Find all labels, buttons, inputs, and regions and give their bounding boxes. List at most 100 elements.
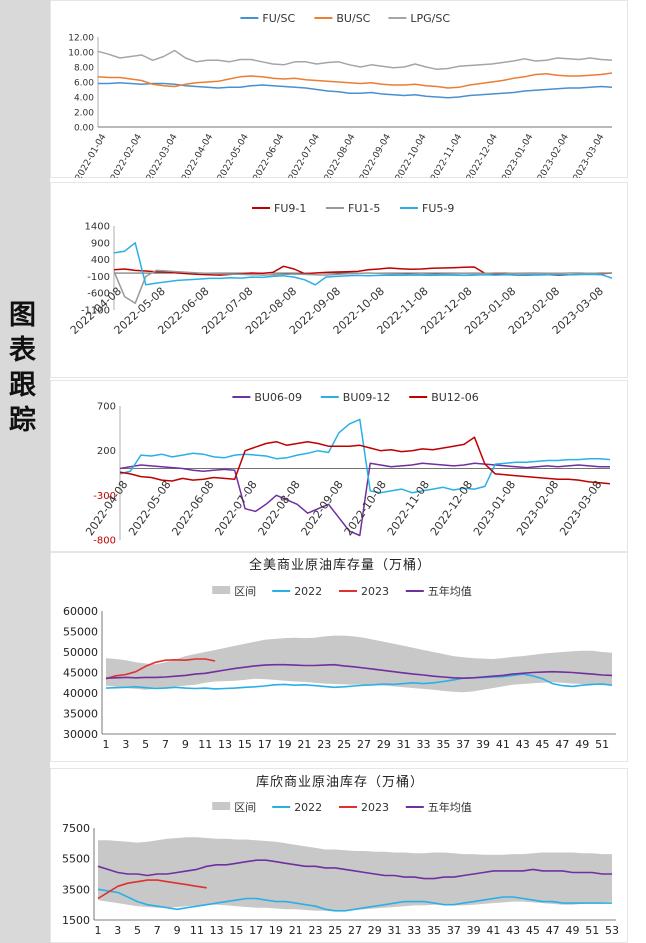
ratio-chart: FU/SC BU/SC LPG/SC 0.00 2.00 4.00 6.00 8.00 10.0… bbox=[50, 0, 628, 178]
series-line-fu-sc bbox=[98, 82, 613, 99]
x-tick-label: 2022-03-04 bbox=[145, 132, 180, 178]
x-tick-label: 21 bbox=[289, 924, 303, 937]
y-tick-label: 4.00 bbox=[74, 94, 94, 104]
x-tick-label: 2022-07-04 bbox=[287, 132, 322, 178]
cushing-crude-chart: 库欣商业原油库存（万桶）区间 2022 2023 五年均值15003500550075… bbox=[50, 768, 628, 943]
x-tick-label: 2022-12-08 bbox=[428, 478, 475, 538]
x-tick-label: 53 bbox=[605, 924, 619, 937]
x-tick-label: 25 bbox=[328, 924, 342, 937]
x-tick-label: 3 bbox=[114, 924, 121, 937]
x-tick-label: 2022-05-04 bbox=[216, 132, 251, 178]
x-tick-label: 2022-09-08 bbox=[299, 478, 346, 538]
x-tick-label: 39 bbox=[467, 924, 481, 937]
x-tick-label: 47 bbox=[555, 738, 569, 751]
x-tick-label: 43 bbox=[516, 738, 530, 751]
x-tick-label: 13 bbox=[210, 924, 224, 937]
x-tick-label: 25 bbox=[337, 738, 351, 751]
x-tick-label: 2022-08-08 bbox=[255, 478, 302, 538]
x-tick-label: 37 bbox=[447, 924, 461, 937]
x-tick-label: 2023-01-08 bbox=[471, 478, 518, 538]
x-tick-label: 51 bbox=[585, 924, 599, 937]
y-tick-label: 30000 bbox=[63, 728, 98, 741]
x-tick-label: 3 bbox=[122, 738, 129, 751]
y-tick-label: 900 bbox=[91, 238, 110, 249]
x-tick-label: 2022-04-04 bbox=[180, 132, 215, 178]
legend-label: BU06-09 bbox=[254, 391, 302, 404]
y-tick-label: -1100 bbox=[81, 306, 110, 317]
legend-label: FU/SC bbox=[262, 12, 295, 25]
y-tick-label: 0.00 bbox=[74, 124, 94, 134]
series-line bbox=[105, 673, 613, 690]
x-tick-label: 35 bbox=[427, 924, 441, 937]
series-line bbox=[97, 859, 612, 880]
x-tick-label: 45 bbox=[526, 924, 540, 937]
x-tick-label: 13 bbox=[218, 738, 232, 751]
x-tick-label: 37 bbox=[456, 738, 470, 751]
y-tick-label: 10.00 bbox=[68, 49, 94, 59]
series-line-fu5-9 bbox=[113, 242, 613, 286]
x-tick-label: 29 bbox=[377, 738, 391, 751]
x-tick-label: 49 bbox=[565, 924, 579, 937]
sidebar-label: 图表跟踪 bbox=[4, 300, 35, 440]
us-crude-chart: 全美商业原油库存量（万桶） 区间 2022 2023 五年均值 30000 35000 400… bbox=[50, 552, 628, 762]
x-tick-label: 2022-05-08 bbox=[126, 478, 173, 538]
series-line bbox=[105, 658, 216, 680]
legend-label: FU1-5 bbox=[348, 202, 380, 215]
series-line-bu09-12 bbox=[119, 418, 611, 494]
x-tick-label: 49 bbox=[575, 738, 589, 751]
x-tick-label: 31 bbox=[388, 924, 402, 937]
y-tick-label: 55000 bbox=[63, 626, 98, 639]
x-tick-label: 29 bbox=[368, 924, 382, 937]
y-tick-label: 6.00 bbox=[74, 79, 94, 89]
chart-frame bbox=[50, 0, 628, 178]
series-line-lpg-sc bbox=[97, 49, 613, 71]
x-tick-label: 27 bbox=[348, 924, 362, 937]
x-tick-label: 7 bbox=[162, 738, 169, 751]
x-tick-label: 27 bbox=[357, 738, 371, 751]
series-line-bu-sc bbox=[97, 72, 613, 89]
legend-label: 区间 bbox=[234, 801, 256, 814]
legend-label: 区间 bbox=[234, 585, 256, 598]
legend-label: BU12-06 bbox=[431, 391, 479, 404]
x-tick-label: 2022-11-08 bbox=[385, 478, 432, 538]
series-line-fu1-5 bbox=[113, 269, 612, 305]
x-tick-label: 39 bbox=[476, 738, 490, 751]
x-tick-label: 2023-01-04 bbox=[501, 132, 536, 178]
x-tick-label: 17 bbox=[258, 738, 272, 751]
x-tick-label: 41 bbox=[486, 924, 500, 937]
x-tick-label: 5 bbox=[134, 924, 141, 937]
y-tick-label: 5500 bbox=[62, 853, 90, 866]
legend-label: 2023 bbox=[361, 585, 389, 598]
x-tick-label: 5 bbox=[142, 738, 149, 751]
y-tick-label: 7500 bbox=[62, 822, 90, 835]
x-tick-label: 21 bbox=[297, 738, 311, 751]
x-tick-label: 33 bbox=[416, 738, 430, 751]
x-tick-label: 2022-07-08 bbox=[212, 478, 259, 538]
y-tick-label: 12.00 bbox=[68, 34, 94, 44]
chart-frame bbox=[50, 380, 628, 552]
y-tick-label: 2.00 bbox=[74, 109, 94, 119]
y-tick-label: 8.00 bbox=[74, 64, 94, 74]
x-tick-label: 2022-01-04 bbox=[74, 132, 109, 178]
fu-spread-chart: FU9-1 FU1-5 FU5-9-1100-600-100400900140020… bbox=[50, 182, 628, 378]
chart-title: 库欣商业原油库存（万桶） bbox=[256, 774, 424, 790]
x-tick-label: 2022-06-08 bbox=[169, 478, 216, 538]
y-tick-label: -100 bbox=[87, 272, 110, 283]
series-line bbox=[105, 663, 613, 679]
chart-title: 全美商业原油库存量（万桶） bbox=[249, 557, 431, 573]
x-tick-label: 2022-10-08 bbox=[342, 478, 389, 538]
y-tick-label: -300 bbox=[93, 491, 116, 502]
x-tick-label: 19 bbox=[278, 738, 292, 751]
legend-label: 2022 bbox=[294, 585, 322, 598]
x-tick-label: 51 bbox=[595, 738, 609, 751]
x-tick-label: 1 bbox=[103, 738, 110, 751]
x-tick-label: 2022-06-04 bbox=[252, 132, 287, 178]
series-line-bu06-09 bbox=[119, 462, 610, 537]
y-tick-label: 1500 bbox=[62, 914, 90, 927]
y-tick-label: 45000 bbox=[63, 667, 98, 680]
x-tick-label: 23 bbox=[317, 738, 331, 751]
x-tick-label: 15 bbox=[229, 924, 243, 937]
range-band bbox=[98, 837, 612, 912]
y-tick-label: -600 bbox=[87, 289, 110, 300]
x-tick-label: 47 bbox=[546, 924, 560, 937]
